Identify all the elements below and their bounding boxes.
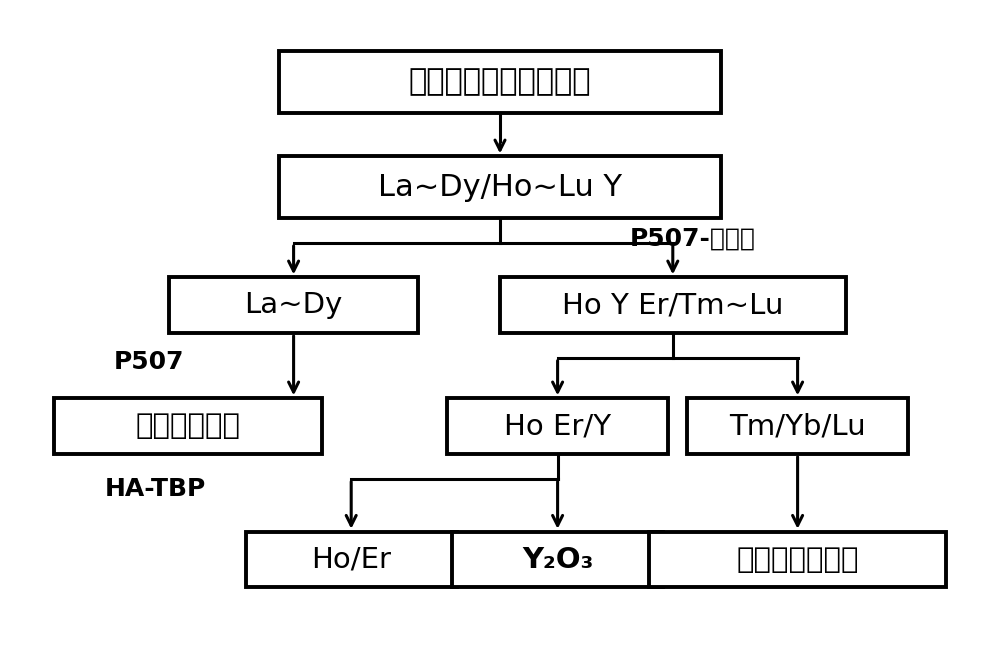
FancyBboxPatch shape xyxy=(279,51,721,113)
Text: 单一稀土分离: 单一稀土分离 xyxy=(136,412,240,440)
FancyBboxPatch shape xyxy=(279,156,721,218)
Text: P507-异辛醇: P507-异辛醇 xyxy=(630,226,755,250)
FancyBboxPatch shape xyxy=(54,398,322,454)
Text: Ho Er/Y: Ho Er/Y xyxy=(504,412,611,440)
Text: 单一重稀土分离: 单一重稀土分离 xyxy=(736,546,859,574)
Text: 中钇富铕型稀土矿料液: 中钇富铕型稀土矿料液 xyxy=(409,67,591,96)
FancyBboxPatch shape xyxy=(246,532,457,587)
FancyBboxPatch shape xyxy=(500,277,846,333)
Text: La~Dy: La~Dy xyxy=(244,291,343,319)
Text: HA-TBP: HA-TBP xyxy=(104,477,206,502)
FancyBboxPatch shape xyxy=(687,398,908,454)
FancyBboxPatch shape xyxy=(447,398,668,454)
Text: Tm/Yb/Lu: Tm/Yb/Lu xyxy=(729,412,866,440)
FancyBboxPatch shape xyxy=(452,532,663,587)
Text: Ho/Er: Ho/Er xyxy=(311,546,391,574)
FancyBboxPatch shape xyxy=(169,277,418,333)
Text: La~Dy/Ho~Lu Y: La~Dy/Ho~Lu Y xyxy=(378,173,622,202)
Text: P507: P507 xyxy=(114,350,185,374)
Text: Ho Y Er/Tm~Lu: Ho Y Er/Tm~Lu xyxy=(562,291,783,319)
FancyBboxPatch shape xyxy=(649,532,946,587)
Text: Y₂O₃: Y₂O₃ xyxy=(522,546,593,574)
